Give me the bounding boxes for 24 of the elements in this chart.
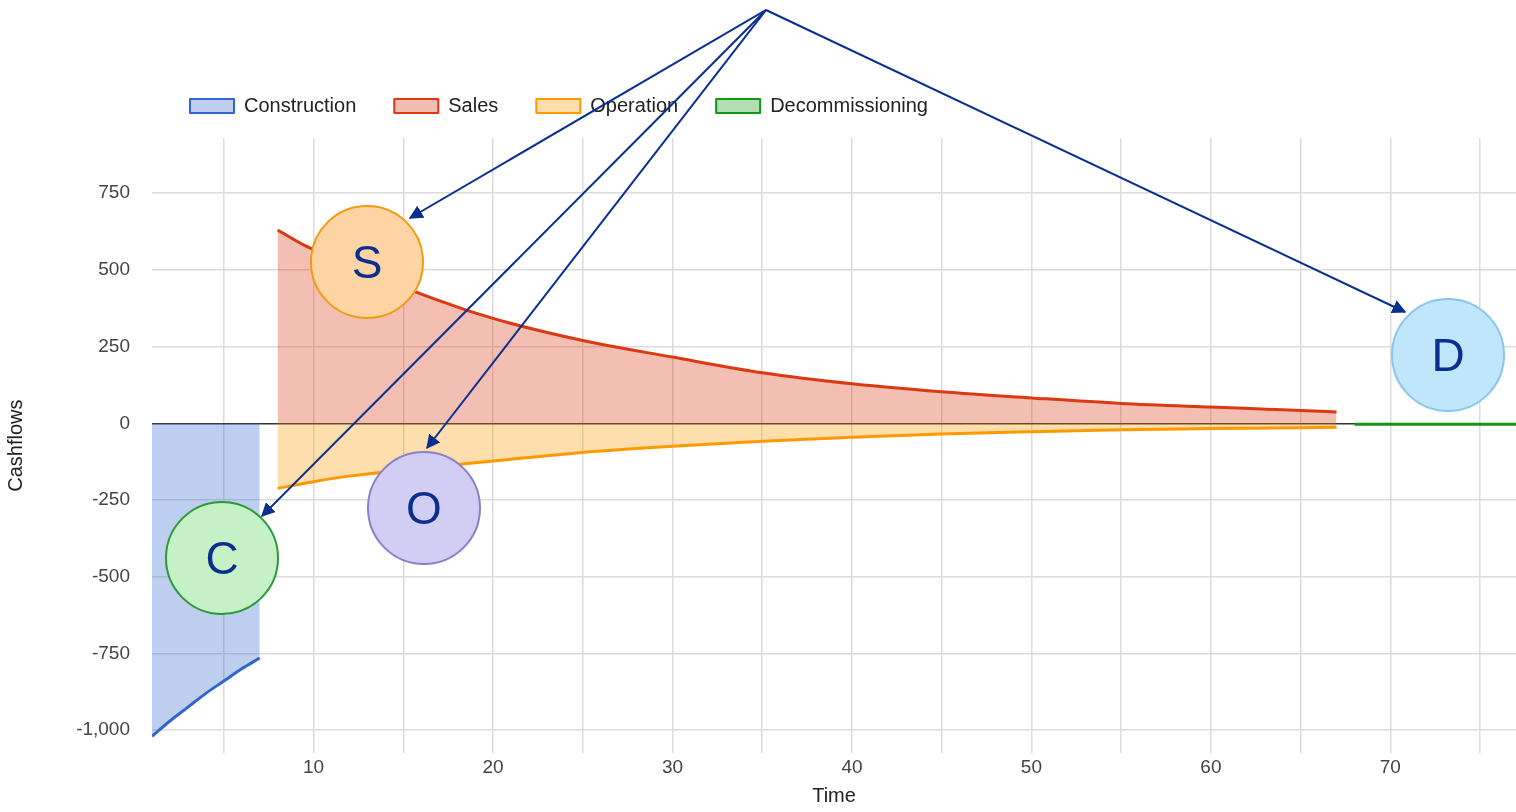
annotation: C bbox=[205, 532, 239, 584]
y-tick-label: -750 bbox=[91, 641, 130, 663]
x-tick-label: 10 bbox=[302, 755, 325, 777]
y-axis-title: Cashflows bbox=[3, 399, 26, 492]
x-tick-label: 60 bbox=[1200, 755, 1222, 777]
annotation: O bbox=[406, 482, 442, 534]
legend-label: Decommissioning bbox=[770, 93, 928, 116]
x-tick-label: 30 bbox=[661, 755, 684, 777]
y-tick-label: 0 bbox=[119, 411, 130, 433]
y-tick-label: 250 bbox=[98, 334, 130, 356]
annotation: D bbox=[1431, 329, 1465, 381]
x-axis-title: Time bbox=[812, 783, 856, 806]
annotation: S bbox=[351, 236, 383, 288]
x-tick-label: 40 bbox=[841, 755, 863, 777]
x-tick-label: 50 bbox=[1020, 755, 1042, 777]
legend-label: Construction bbox=[244, 93, 357, 116]
y-tick-label: 500 bbox=[98, 258, 130, 280]
x-tick-label: 20 bbox=[482, 755, 504, 777]
y-tick-label: -250 bbox=[91, 488, 130, 510]
y-tick-label: -500 bbox=[91, 565, 130, 587]
legend-label: Sales bbox=[448, 93, 499, 116]
y-tick-label: -1,000 bbox=[76, 718, 130, 740]
x-tick-label: 70 bbox=[1379, 755, 1401, 777]
y-tick-label: 750 bbox=[98, 181, 130, 203]
